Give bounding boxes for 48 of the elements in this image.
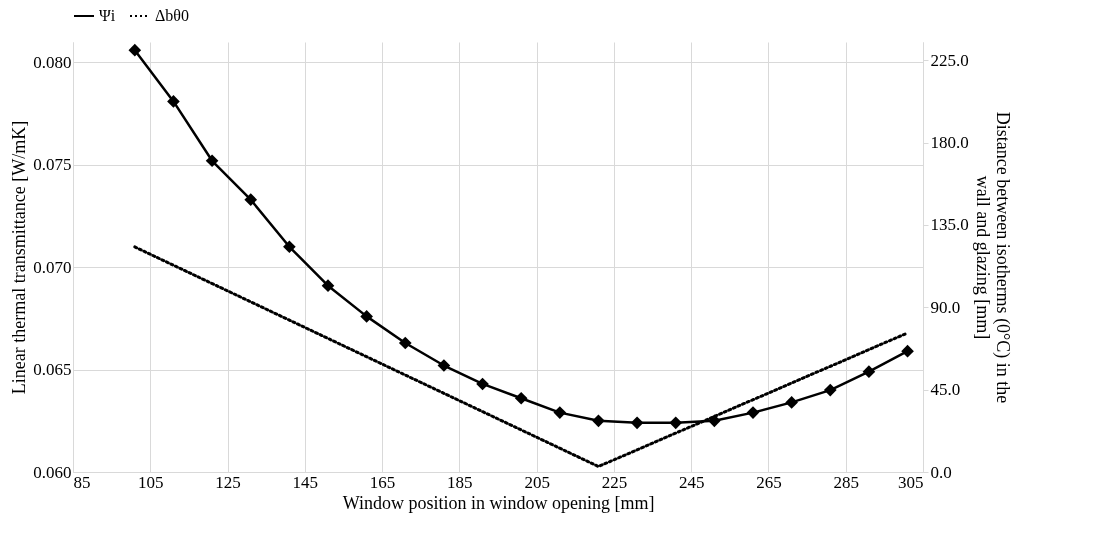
y-axis-title: Linear thermal transmittance [W/mK] <box>9 120 30 395</box>
point <box>785 396 798 409</box>
point <box>128 43 142 57</box>
x-tick-label: 165 <box>369 472 396 492</box>
y-tick-label: 0.075 <box>33 155 72 175</box>
legend-label: Ψi <box>99 7 116 24</box>
y-tick-label: 0.070 <box>33 257 72 277</box>
y2-tick-label: 45.0 <box>930 380 961 400</box>
point <box>283 240 296 254</box>
x-tick-label: 265 <box>756 472 782 492</box>
point <box>669 416 683 430</box>
point <box>592 414 605 428</box>
point <box>514 391 528 405</box>
y2-tick-label: 90.0 <box>930 297 961 317</box>
x-tick-label: 205 <box>524 472 550 492</box>
point <box>823 383 837 397</box>
point <box>244 193 258 206</box>
point <box>437 359 451 372</box>
x-tick-label: 305 <box>898 472 924 492</box>
x-tick-label: 285 <box>833 472 859 492</box>
point <box>167 95 180 108</box>
y2-tick-label: 225.0 <box>930 50 969 70</box>
x-axis-title: Window position in window opening [mm] <box>342 492 655 513</box>
point <box>901 344 914 358</box>
y2-axis-title: Distance between isotherms (0°C) in the wall and glazing [mm] <box>972 111 1013 404</box>
y-tick-label: 0.080 <box>33 52 72 72</box>
x-tick-label: 125 <box>215 472 241 492</box>
x-tick-label: 105 <box>138 472 164 492</box>
legend-label: Δbθ0 <box>155 7 189 24</box>
x-tick-label: 245 <box>678 472 705 492</box>
y-tick-label: 0.060 <box>33 462 72 482</box>
y-tick-label: 0.065 <box>33 360 72 380</box>
y2-tick-label: 180.0 <box>930 133 969 153</box>
x-tick-label: 145 <box>292 472 319 492</box>
x-tick-label: 85 <box>73 472 91 492</box>
point <box>360 310 373 323</box>
point <box>553 406 567 419</box>
point <box>398 336 412 350</box>
x-tick-label: 185 <box>447 472 473 492</box>
y2-tick-label: 135.0 <box>930 215 969 235</box>
point <box>862 365 876 378</box>
point <box>746 406 760 419</box>
point <box>630 416 644 430</box>
point <box>321 279 335 292</box>
y2-tick-label: 0.0 <box>930 462 952 482</box>
point <box>205 154 219 168</box>
x-tick-label: 225 <box>601 472 628 492</box>
point <box>476 377 489 391</box>
